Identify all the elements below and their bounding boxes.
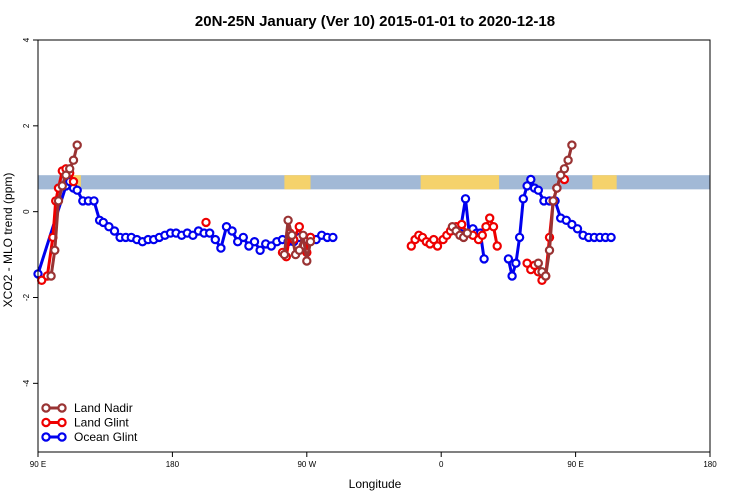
data-point — [305, 236, 316, 247]
data-point — [406, 241, 416, 251]
data-point — [548, 196, 558, 206]
data-point — [526, 174, 536, 185]
data-point — [479, 254, 489, 264]
chart-title: 20N-25N January (Ver 10) 2015-01-01 to 2… — [195, 13, 555, 30]
y-tick-label: 0 — [22, 209, 31, 214]
series-line — [536, 144, 574, 278]
legend-label: Land Nadir — [74, 401, 133, 415]
y-tick-label: 4 — [22, 37, 31, 42]
legend-swatch-marker — [41, 432, 51, 442]
data-point — [563, 155, 573, 165]
data-point — [488, 221, 499, 232]
ocean-band — [38, 175, 710, 190]
data-point — [518, 194, 529, 204]
x-tick-label: 180 — [703, 460, 717, 469]
data-point — [503, 254, 514, 264]
x-axis-label: Longitude — [349, 477, 402, 491]
x-tick-label: 90 E — [30, 460, 46, 469]
data-point — [68, 155, 79, 165]
x-tick-label: 0 — [439, 460, 444, 469]
y-tick-label: 2 — [22, 123, 31, 128]
data-point — [533, 185, 544, 195]
plot-area: -4 -2 0 2 4 90 E 180 90 W 0 90 E 180 — [22, 37, 717, 469]
data-point — [552, 183, 562, 193]
data-point — [544, 245, 555, 255]
x-tick-label: 90 W — [297, 460, 316, 469]
data-point — [72, 140, 82, 150]
data-point — [204, 228, 215, 238]
data-point — [559, 164, 570, 174]
data-point — [541, 271, 551, 281]
plot-frame — [37, 39, 711, 453]
data-point — [429, 234, 439, 245]
data-point — [507, 271, 517, 281]
data-point — [457, 219, 467, 230]
data-point — [57, 181, 68, 191]
data-point — [283, 215, 293, 225]
legend-swatch-marker — [41, 403, 51, 413]
data-point — [294, 221, 304, 232]
x-tick-label: 90 E — [567, 460, 583, 469]
data-point — [432, 241, 443, 251]
legend-label: Ocean Glint — [74, 430, 138, 444]
data-point — [210, 234, 220, 245]
data-point — [492, 241, 502, 251]
data-point — [485, 213, 495, 223]
data-point — [298, 230, 308, 240]
y-axis-label: XCO2 - MLO trend (ppm) — [1, 173, 15, 308]
data-point — [227, 226, 237, 236]
data-point — [481, 221, 491, 232]
data-point — [606, 232, 616, 243]
legend-swatch-marker — [57, 403, 67, 413]
data-point — [514, 232, 525, 243]
x-tick-label: 180 — [166, 460, 180, 469]
legend-swatch-marker — [41, 417, 51, 428]
y-tick-label: -2 — [22, 293, 31, 301]
data-point — [279, 249, 290, 260]
data-point — [287, 230, 297, 240]
data-point — [255, 245, 265, 255]
legend-label: Land Glint — [74, 416, 129, 430]
data-point — [328, 232, 338, 243]
data-point — [572, 224, 583, 234]
data-point — [72, 185, 82, 195]
data-point — [462, 228, 472, 238]
data-point — [50, 245, 60, 255]
data-point — [511, 258, 521, 268]
data-point — [201, 217, 211, 228]
land-band-segment — [592, 175, 617, 190]
legend-swatch-marker — [57, 417, 67, 428]
data-point — [238, 232, 248, 243]
data-point — [294, 245, 304, 255]
data-point — [567, 140, 577, 150]
data-point — [533, 258, 544, 268]
legend-swatch-marker — [57, 432, 67, 442]
data-point — [216, 243, 226, 253]
data-point — [46, 271, 56, 281]
data-point — [89, 196, 99, 206]
land-band-segment — [420, 175, 500, 190]
data-point — [460, 194, 471, 204]
data-point — [302, 256, 312, 266]
land-band-segment — [284, 175, 311, 190]
data-point — [109, 226, 120, 236]
data-point — [249, 236, 260, 247]
y-tick-label: -4 — [22, 379, 31, 387]
data-point — [477, 230, 487, 240]
data-point — [68, 176, 79, 187]
data-point — [53, 196, 64, 206]
data-point — [64, 164, 75, 174]
